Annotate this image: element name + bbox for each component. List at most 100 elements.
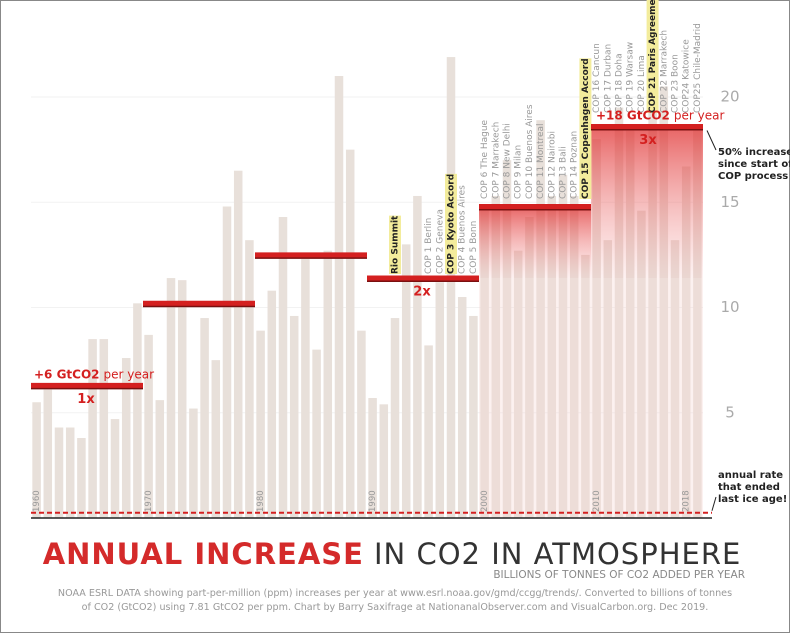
bar	[368, 398, 377, 518]
bar	[43, 389, 53, 518]
bar	[424, 345, 433, 518]
bar	[648, 88, 657, 518]
ice-age-note: last ice age!	[718, 494, 787, 505]
event-label: Rio Summit	[391, 215, 401, 274]
rate-value: +6 GtCO2	[34, 367, 100, 381]
event-label: COP 2 Geneva	[435, 209, 445, 274]
subtitle: BILLIONS OF TONNES OF CO2 ADDED PER YEAR	[493, 569, 745, 581]
y-tick-label: 5	[725, 403, 735, 421]
source: NOAA ESRL DATA showing part-per-million …	[58, 588, 732, 599]
event-label: COP 21 Paris Agreement	[648, 0, 658, 113]
bar	[413, 195, 422, 518]
increase-shade	[479, 206, 591, 279]
bar	[435, 282, 445, 518]
bar	[301, 259, 310, 518]
bar	[469, 315, 478, 518]
bar	[200, 318, 209, 518]
event-label: COP 20 Lima	[637, 55, 647, 113]
bar	[121, 358, 131, 518]
bar	[65, 427, 75, 518]
bar	[334, 75, 344, 518]
ice-age-note: that ended	[718, 482, 780, 493]
bar	[625, 130, 635, 518]
bar	[267, 290, 277, 518]
event-label: COP 6 The Hague	[480, 119, 490, 199]
y-tick-label: 10	[720, 298, 739, 316]
bar	[256, 330, 265, 518]
bar	[144, 334, 153, 518]
bar	[99, 339, 109, 518]
bar	[547, 195, 557, 518]
event-label: COP 10 Buenos Aires	[525, 104, 535, 199]
ratio-label: 1x	[77, 392, 95, 407]
increase-shade	[591, 278, 703, 518]
increase-shade	[591, 126, 703, 279]
event-label: COP 3 Kyoto Accord	[447, 174, 457, 274]
cop-note: since start of	[718, 159, 790, 170]
bar	[659, 86, 669, 518]
note-arrow	[711, 496, 717, 511]
x-tick-label: 1980	[256, 490, 266, 512]
bar	[345, 149, 355, 518]
bar	[525, 217, 534, 518]
event-label: COP 11 Montreal	[536, 123, 546, 199]
event-label: COP 14 Poznan	[570, 131, 580, 199]
y-tick-label: 15	[720, 193, 739, 211]
event-highlight	[646, 0, 659, 113]
rate-label: +18 GtCO2 per year	[596, 108, 724, 122]
bar	[581, 254, 590, 518]
event-label: COP 1 Berlin	[424, 218, 434, 274]
bar	[491, 195, 501, 518]
bar	[569, 195, 579, 518]
bar	[592, 139, 601, 518]
bar	[637, 210, 646, 519]
bar	[401, 244, 411, 518]
event-label: COP 18 Doha	[615, 53, 625, 113]
rate-unit: per year	[104, 367, 155, 381]
ratio-label: 2x	[413, 285, 431, 300]
event-label: COP 16 Cancun	[592, 43, 602, 113]
bar	[77, 438, 86, 518]
x-tick-label: 1990	[368, 490, 378, 512]
bar	[379, 404, 389, 518]
event-highlight	[579, 58, 592, 199]
event-label: COP 9 Milan	[514, 145, 524, 199]
bar	[446, 57, 456, 518]
bar	[603, 240, 613, 518]
x-tick-label: 1960	[32, 490, 42, 512]
bar	[110, 419, 120, 518]
bar	[222, 206, 232, 519]
event-label: COP 17 Durban	[603, 44, 613, 113]
x-tick-label: 2000	[480, 490, 490, 512]
event-label: COP 22 Marrakech	[659, 30, 669, 113]
x-tick-label: 2018	[682, 490, 692, 512]
x-tick-label: 2010	[592, 490, 602, 512]
rate-label: +6 GtCO2 per year	[34, 367, 154, 381]
bar	[245, 240, 254, 518]
chart-title: ANNUAL INCREASE IN CO2 IN ATMOSPHERE	[43, 537, 742, 571]
source: of CO2 (GtCO2) using 7.81 GtCO2 per ppm.…	[82, 602, 709, 613]
bar	[614, 107, 624, 518]
bar	[558, 174, 568, 518]
ratio-label: 3x	[639, 133, 657, 148]
bar	[312, 349, 321, 518]
bar	[211, 360, 221, 518]
event-label: COP 12 Nairobi	[547, 131, 557, 199]
bar	[133, 303, 142, 518]
bar	[54, 427, 64, 518]
bar	[88, 339, 97, 518]
bar	[480, 210, 489, 519]
bar	[693, 130, 702, 518]
bar	[177, 280, 187, 518]
rate-unit: per year	[674, 108, 725, 122]
bar	[323, 250, 333, 519]
bar	[289, 315, 299, 518]
bar	[670, 240, 680, 518]
bar	[278, 217, 288, 518]
event-highlight	[389, 215, 401, 274]
bar	[189, 408, 198, 518]
event-label: COP 19 Warsaw	[626, 42, 636, 113]
event-label: COP 23 Boon	[671, 54, 681, 113]
bar	[357, 330, 366, 518]
